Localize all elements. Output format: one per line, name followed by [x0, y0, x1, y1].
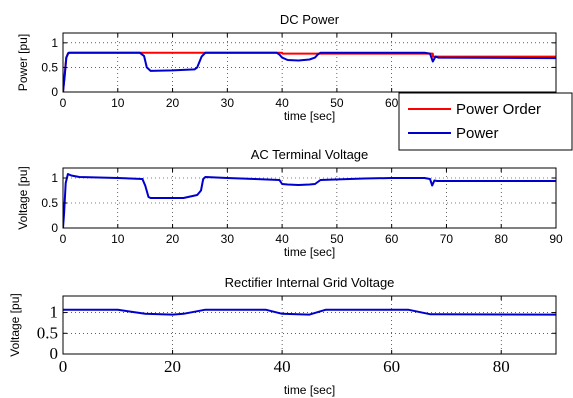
subplot-1: 0 10 20 30 40 50 60 0 0.5 1 DC Power time [sec] Powe… — [16, 12, 557, 123]
y-axis-label: Voltage [pu] — [16, 166, 30, 229]
x-tick-label: 40 — [275, 96, 289, 110]
series-line-voltage — [63, 308, 556, 316]
x-tick-label: 60 — [385, 232, 399, 246]
y-tick-label: 0.5 — [41, 60, 58, 74]
subplot-2: 0 10 20 30 40 50 60 70 80 90 0 0.5 1 AC Terminal Volt… — [16, 147, 563, 259]
x-tick-label: 40 — [274, 357, 291, 376]
legend: Power Order Power — [398, 92, 573, 151]
x-tick-label: 90 — [549, 232, 563, 246]
x-tick-label: 20 — [166, 96, 180, 110]
chart-title: Rectifier Internal Grid Voltage — [225, 275, 395, 290]
x-tick-label: 70 — [440, 232, 454, 246]
x-axis-label: time [sec] — [284, 383, 335, 397]
series-line-voltage — [63, 173, 556, 228]
y-tick-label: 0.5 — [37, 323, 58, 342]
axes-frame — [62, 167, 557, 229]
axes-frame — [62, 295, 557, 355]
x-axis-label: time [sec] — [284, 245, 335, 259]
axes-frame — [62, 32, 557, 93]
y-tick-label: 0 — [50, 344, 59, 363]
x-tick-label: 60 — [385, 96, 399, 110]
y-tick-label: 1 — [50, 303, 59, 322]
x-tick-label: 30 — [221, 232, 235, 246]
x-tick-label: 30 — [221, 96, 235, 110]
x-tick-label: 0 — [59, 357, 68, 376]
chart-title: DC Power — [280, 12, 340, 27]
x-tick-label: 50 — [330, 96, 344, 110]
y-axis-label: Voltage [pu] — [8, 293, 22, 356]
x-tick-label: 60 — [383, 357, 400, 376]
x-tick-label: 20 — [164, 357, 181, 376]
x-tick-label: 10 — [111, 232, 125, 246]
y-tick-label: 1 — [51, 171, 58, 185]
y-axis-label: Power [pu] — [16, 34, 30, 91]
x-tick-label: 40 — [275, 232, 289, 246]
y-tick-label: 1 — [51, 36, 58, 50]
chart-title: AC Terminal Voltage — [251, 147, 369, 162]
x-tick-label: 10 — [111, 96, 125, 110]
legend-box — [398, 92, 573, 151]
legend-label: Power — [456, 125, 499, 142]
x-tick-label: 80 — [495, 232, 509, 246]
x-tick-label: 50 — [330, 232, 344, 246]
series-line-power — [63, 51, 556, 92]
x-tick-label: 80 — [493, 357, 510, 376]
y-tick-label: 0 — [51, 85, 58, 99]
legend-label: Power Order — [456, 101, 541, 118]
y-tick-label: 0 — [51, 221, 58, 235]
x-axis-label: time [sec] — [284, 109, 335, 123]
x-tick-label: 0 — [60, 232, 67, 246]
x-tick-label: 20 — [166, 232, 180, 246]
x-tick-label: 0 — [60, 96, 67, 110]
y-tick-label: 0.5 — [41, 196, 58, 210]
